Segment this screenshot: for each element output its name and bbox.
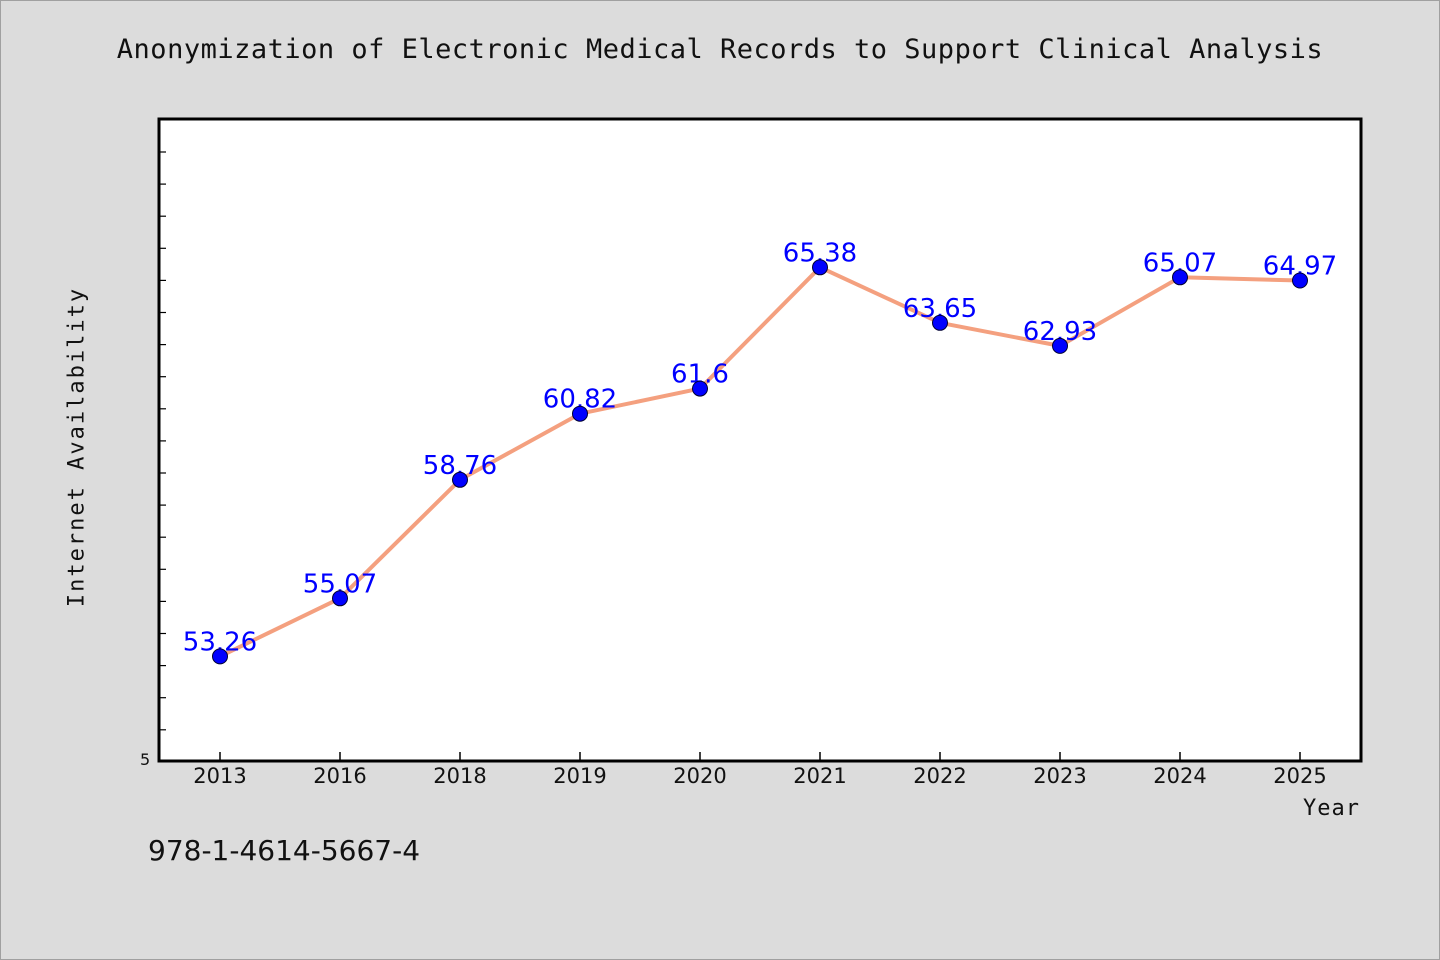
x-axis-ticks	[219, 752, 1301, 761]
x-tick-label: 2018	[433, 764, 486, 788]
data-point	[812, 259, 828, 276]
series-line	[218, 265, 1302, 659]
x-tick-label: 2023	[1033, 764, 1086, 788]
x-tick-label: 2024	[1153, 764, 1206, 788]
data-point	[212, 648, 228, 665]
y-axis-ticks	[158, 151, 166, 731]
data-labels: 53.2655.0758.7660.8261.665.3863.6562.936…	[183, 238, 1337, 657]
x-tick-label: 2013	[193, 764, 246, 788]
data-point	[332, 590, 348, 607]
y-axis-min-label: 5	[140, 750, 151, 769]
data-point	[932, 314, 948, 331]
x-tick-label: 2021	[793, 764, 846, 788]
x-axis-label: Year	[1303, 796, 1360, 821]
plot-area	[157, 117, 1363, 763]
series-markers	[212, 259, 1308, 665]
x-tick-label: 2025	[1273, 764, 1326, 788]
x-tick-label: 2022	[913, 764, 966, 788]
x-tick-label: 2016	[313, 764, 366, 788]
x-tick-label: 2020	[673, 764, 726, 788]
x-axis-tick-labels: 2013 2016 2018 2019 2020 2021 2022 2023 2024 2025	[193, 764, 1326, 788]
data-point	[1172, 269, 1188, 286]
data-point	[572, 405, 588, 422]
chart-title: Anonymization of Electronic Medical Reco…	[116, 34, 1324, 65]
isbn-text: 978-1-4614-5667-4	[148, 834, 421, 867]
data-point	[692, 380, 708, 397]
data-point	[1052, 337, 1068, 354]
data-point	[1292, 272, 1308, 289]
x-tick-label: 2019	[553, 764, 606, 788]
data-point	[452, 471, 468, 488]
